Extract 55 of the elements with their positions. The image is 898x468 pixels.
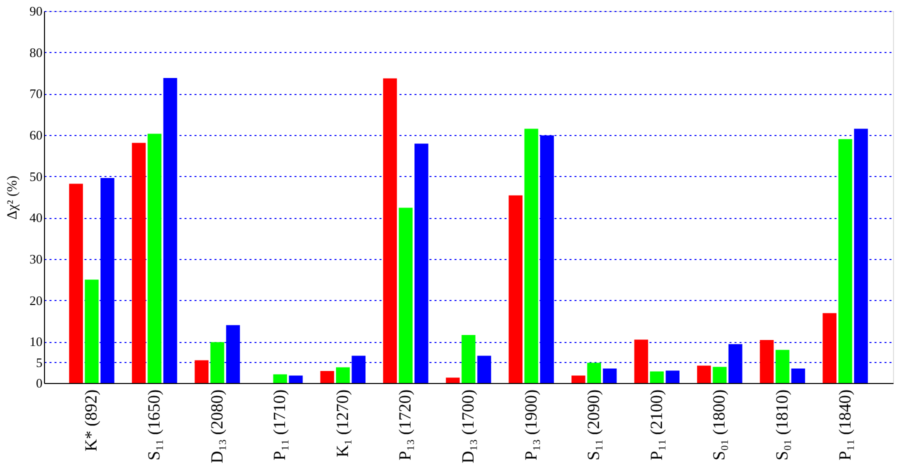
- x-tick-label: S₁₁ (2090): [584, 390, 604, 460]
- y-tick-label: 80: [30, 44, 42, 60]
- x-tick-label: P₁₃ (1720): [396, 390, 415, 460]
- bar: [273, 374, 288, 383]
- x-tick-label: P₁₁ (2100): [646, 390, 666, 460]
- bar: [634, 340, 648, 383]
- bar: [148, 134, 162, 383]
- y-tick-label: 5: [36, 354, 42, 370]
- bar: [524, 128, 538, 383]
- bar: [666, 370, 680, 383]
- bar: [336, 367, 350, 383]
- y-tick-label: 60: [30, 128, 42, 142]
- x-tick-label: S₀₁ (1810): [772, 390, 792, 460]
- bar: [84, 280, 99, 383]
- x-tick-label: K* (892): [82, 390, 101, 452]
- bar: [760, 340, 774, 383]
- bar: [194, 360, 209, 383]
- bar: [446, 378, 460, 383]
- bar: [132, 142, 146, 383]
- bar: [69, 184, 83, 383]
- y-tick-label: 0: [36, 376, 42, 390]
- bar: [320, 371, 334, 383]
- y-tick-label: 10: [30, 334, 42, 350]
- y-tick-label: 40: [30, 210, 42, 226]
- bar: [712, 366, 727, 383]
- bar: [398, 208, 413, 383]
- x-tick-label: D₁₃ (1700): [458, 390, 478, 464]
- bar: [462, 335, 476, 383]
- x-tick-label: S₀₁ (1800): [710, 390, 729, 460]
- y-tick-label: 30: [30, 252, 42, 266]
- y-axis-title: Δχ² (%): [6, 175, 20, 220]
- x-tick-label: P₁₃ (1900): [521, 390, 540, 460]
- bar: [602, 368, 617, 383]
- bar: [791, 368, 806, 383]
- bar: [571, 376, 586, 383]
- y-tick-label: 70: [30, 86, 42, 102]
- x-tick-label: P₁₁ (1710): [270, 390, 290, 460]
- x-tick-label: S₁₁ (1650): [144, 390, 164, 460]
- bar: [838, 139, 852, 383]
- bar: [210, 342, 224, 383]
- bar: [697, 366, 711, 383]
- y-tick-label: 20: [30, 292, 42, 308]
- x-tick-label: K₁ (1270): [332, 390, 352, 458]
- bar: [288, 376, 303, 383]
- y-tick-label: 50: [30, 168, 42, 184]
- x-tick-label: D₁₃ (2080): [207, 390, 226, 464]
- y-tick-label: 90: [30, 4, 42, 18]
- bar: [650, 371, 664, 383]
- x-tick-label: P₁₁ (1840): [835, 390, 854, 460]
- bar: [587, 362, 601, 383]
- bar: [163, 78, 178, 383]
- bar: [776, 350, 790, 383]
- bar: [822, 313, 836, 383]
- bar: [383, 78, 397, 383]
- bar: [508, 195, 523, 383]
